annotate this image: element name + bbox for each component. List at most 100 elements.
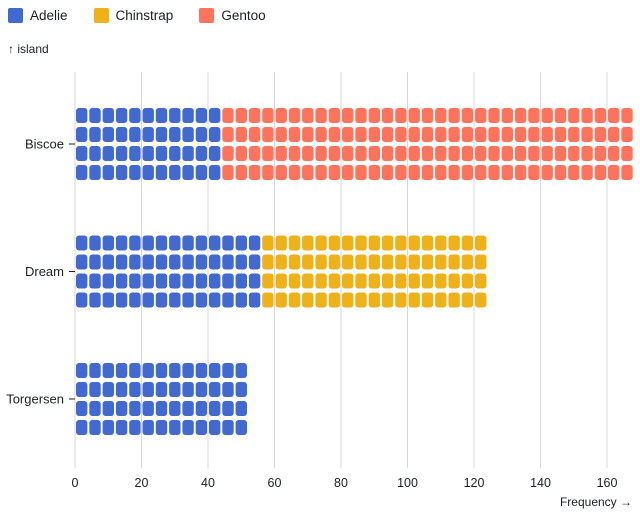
waffle-cell [288,108,301,123]
waffle-cell [395,108,407,123]
waffle-cell [142,420,154,435]
waffle-cell [475,254,487,270]
waffle-cell [115,273,128,289]
waffle-cell [262,254,274,270]
waffle-cell [222,292,234,308]
waffle-cell [594,108,607,123]
waffle-cell [76,273,88,289]
waffle-cell [395,254,407,270]
waffle-cell [262,108,274,123]
waffle-cell [89,165,101,180]
waffle-cell [182,165,194,180]
waffle-cell [395,235,407,251]
waffle-cell [514,127,527,142]
waffle-cell [222,108,234,123]
waffle-cell [209,254,221,270]
waffle-cell [102,382,114,397]
waffle-cell [594,165,607,180]
waffle-cell [315,254,327,270]
waffle-cell [129,401,141,416]
waffle-segment-adelie-torgersen [76,363,247,435]
waffle-cell [195,127,208,142]
waffle-cell [568,146,580,161]
waffle-cell [142,108,154,123]
legend-label: Gentoo [221,8,266,23]
waffle-cell [222,127,234,142]
x-tick-label: 60 [268,476,282,490]
waffle-cell [488,146,500,161]
waffle-cell [262,165,274,180]
legend-item-adelie: Adelie [8,8,68,23]
legend-swatch [199,8,215,23]
waffle-cell [142,165,154,180]
waffle-cell [355,273,367,289]
waffle-cell [115,108,128,123]
waffle-cell [514,108,527,123]
waffle-cell [355,235,367,251]
waffle-cell [222,165,234,180]
waffle-cell [155,401,168,416]
waffle-cell [102,127,114,142]
x-grid: 0 20 40 60 80 100 120 140 160 [72,72,617,490]
waffle-cell [115,165,128,180]
waffle-cell [328,292,341,308]
waffle-cell [142,273,154,289]
waffle-cell [235,273,247,289]
waffle-cell [182,235,194,251]
waffle-cell [448,165,460,180]
waffle-cell [248,165,261,180]
waffle-cell [155,127,168,142]
waffle-cell [328,165,341,180]
waffle-cell [541,146,553,161]
waffle-cell [342,273,354,289]
waffle-cell [342,235,354,251]
waffle-cell [342,108,354,123]
waffle-cell [195,165,208,180]
waffle-cell [129,273,141,289]
waffle-cell [475,273,487,289]
waffle-cell [342,292,354,308]
waffle-cell [235,254,247,270]
waffle-cell [76,292,88,308]
waffle-cell [209,292,221,308]
waffle-cell [248,235,261,251]
waffle-cell [461,146,474,161]
waffle-cell [195,401,208,416]
waffle-cell [355,127,367,142]
waffle-cell [115,292,128,308]
waffle-cell [554,165,567,180]
waffle-cell [129,146,141,161]
waffle-cell [129,363,141,378]
waffle-cell [275,254,287,270]
waffle-cell [262,127,274,142]
waffle-cell [461,108,474,123]
waffle-cell [475,165,487,180]
waffle-cell [608,108,620,123]
waffle-cell [302,108,314,123]
waffle-cell [368,127,380,142]
waffle-cell [581,108,593,123]
waffle-cell [102,273,114,289]
x-tick-label: 120 [464,476,485,490]
waffle-cell [608,127,620,142]
waffle-cell [381,108,394,123]
waffle-cell [315,292,327,308]
waffle-cell [541,108,553,123]
waffle-cell [302,273,314,289]
waffle-cell [262,235,274,251]
waffle-cell [235,401,247,416]
waffle-cell [169,108,181,123]
waffle-cell [209,235,221,251]
waffle-cell [381,235,394,251]
waffle-cell [76,146,88,161]
waffle-cell [302,146,314,161]
waffle-cell [554,146,567,161]
waffle-cell [155,235,168,251]
x-tick-label: 0 [72,476,79,490]
waffle-cell [222,273,234,289]
waffle-cell [328,146,341,161]
waffle-cell [288,273,301,289]
waffle-cell [195,292,208,308]
y-tick-label: Torgersen [6,392,64,407]
waffle-cell [621,165,633,180]
